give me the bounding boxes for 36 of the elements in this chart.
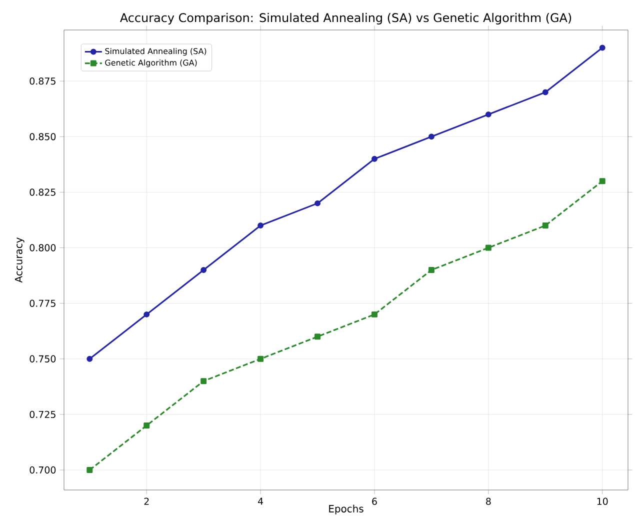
- x-axis-title: Epochs: [329, 504, 364, 514]
- point: [371, 311, 378, 318]
- y-tick-label: 0.700: [30, 466, 56, 474]
- point: [428, 266, 434, 273]
- y-tick-label: 0.875: [30, 78, 56, 85]
- y-tick-label: 0.800: [30, 244, 56, 252]
- y-axis-title: Accuracy: [14, 238, 24, 283]
- point: [485, 111, 492, 118]
- point: [200, 378, 207, 384]
- point: [86, 356, 93, 362]
- point: [144, 311, 150, 318]
- point: [86, 466, 93, 473]
- point: [258, 222, 264, 229]
- point: [258, 356, 264, 362]
- chart-title: Accuracy Comparison: Simulated Annealing (SA) vs Genetic Algorithm (GA): [120, 12, 572, 24]
- point: [599, 44, 606, 51]
- point: [599, 178, 606, 184]
- y-tick-label: 0.725: [30, 410, 56, 418]
- point: [200, 266, 207, 273]
- y-tick-label: 0.750: [30, 355, 56, 362]
- point: [371, 156, 378, 162]
- point: [428, 134, 434, 140]
- x-tick-label: 8: [486, 498, 491, 505]
- point: [542, 89, 548, 96]
- y-tick-label: 0.775: [30, 300, 56, 307]
- point: [314, 200, 321, 206]
- point: [485, 244, 492, 251]
- x-tick-label: 10: [597, 498, 608, 505]
- point: [144, 422, 150, 429]
- y-tick-label: 0.825: [30, 188, 56, 196]
- x-tick-label: 4: [258, 498, 264, 505]
- point: [542, 222, 548, 229]
- x-tick-label: 2: [144, 498, 149, 505]
- x-tick-label: 6: [372, 498, 377, 505]
- y-tick-label: 0.850: [30, 133, 56, 140]
- point: [314, 334, 321, 340]
